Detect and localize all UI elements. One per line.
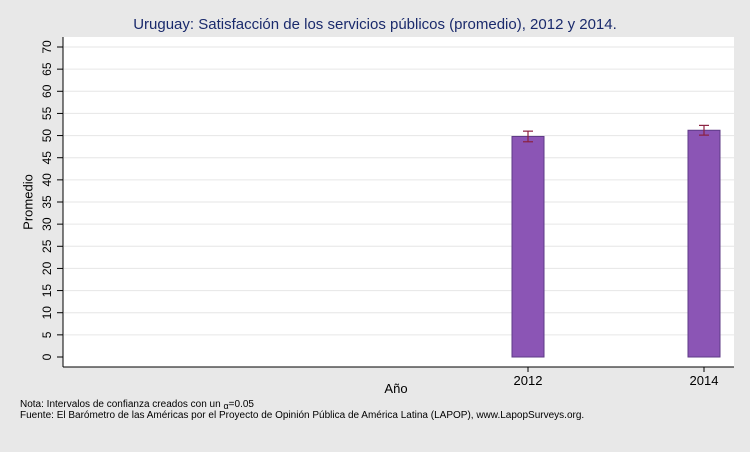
y-tick-label: 70 <box>40 40 54 54</box>
y-ticks: 0 5 10 15 20 25 30 35 40 45 50 55 60 65 70 <box>40 40 63 360</box>
source-note: Fuente: El Barómetro de las Américas por… <box>20 410 585 421</box>
y-tick-label: 20 <box>40 261 54 275</box>
y-tick-label: 0 <box>40 353 54 360</box>
y-tick-label: 5 <box>40 331 54 338</box>
x-tick-label: 2012 <box>514 373 543 388</box>
bar-2012 <box>511 135 545 358</box>
y-tick-label: 40 <box>40 173 54 187</box>
confidence-note: Nota: Intervalos de confianza creados co… <box>20 399 254 411</box>
y-tick-label: 25 <box>40 239 54 253</box>
y-axis-label: Promedio <box>20 174 36 230</box>
y-tick-label: 30 <box>40 217 54 231</box>
y-tick-label: 50 <box>40 129 54 143</box>
confidence-note-prefix: Nota: Intervalos de confianza creados co… <box>20 399 224 410</box>
alpha-symbol: α <box>223 401 229 411</box>
y-tick-label: 10 <box>40 306 54 320</box>
y-tick-label: 45 <box>40 151 54 165</box>
grid-lines <box>64 46 734 336</box>
y-tick-label: 60 <box>40 84 54 98</box>
y-tick-label: 15 <box>40 284 54 298</box>
bar-2014 <box>687 129 721 358</box>
confidence-note-suffix: =0.05 <box>228 399 254 410</box>
y-tick-label: 65 <box>40 62 54 76</box>
x-tick-label: 2014 <box>690 373 719 388</box>
chart-title: Uruguay: Satisfacción de los servicios p… <box>133 16 617 33</box>
y-tick-label: 35 <box>40 195 54 209</box>
x-axis-label: Año <box>384 381 408 396</box>
y-tick-label: 55 <box>40 106 54 120</box>
bars <box>511 124 721 358</box>
x-ticks: 2012 2014 <box>514 367 719 388</box>
